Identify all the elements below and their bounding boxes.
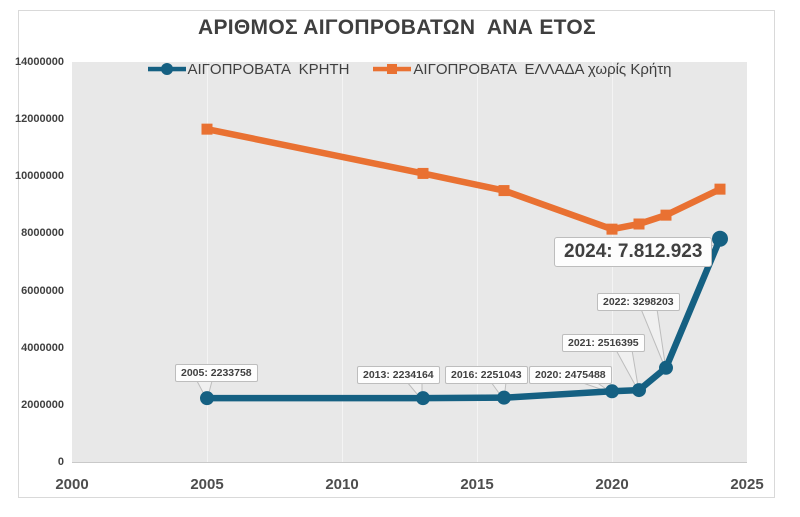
data-label-2022: 2022: 3298203 — [597, 293, 680, 311]
y-axis-tick-label: 14000000 — [15, 56, 64, 68]
legend-label-crete: ΑΙΓΟΠΡΟΒΑΤΑ ΚΡΗΤΗ — [187, 60, 350, 78]
data-label-2020: 2020: 2475488 — [529, 366, 612, 384]
y-axis-tick-label: 0 — [57, 456, 64, 468]
legend-item-crete: ΑΙΓΟΠΡΟΒΑΤΑ ΚΡΗΤΗ — [147, 60, 350, 78]
chart-legend: ΑΙΓΟΠΡΟΒΑΤΑ ΚΡΗΤΗ ΑΙΓΟΠΡΟΒΑΤΑ ΕΛΛΑΔΑ χωρ… — [72, 58, 747, 80]
y-axis-tick-label: 2000000 — [21, 398, 64, 411]
y-axis-tick-label: 12000000 — [15, 113, 64, 126]
x-axis-tick-label: 2010 — [325, 476, 359, 493]
y-axis-tick-label: 10000000 — [15, 170, 64, 183]
legend-item-greece-without-crete: ΑΙΓΟΠΡΟΒΑΤΑ ΕΛΛΑΔΑ χωρίς Κρήτη — [373, 61, 671, 78]
x-axis-tick-label: 2005 — [190, 476, 224, 493]
y-axis-tick-label: 4000000 — [21, 341, 64, 354]
data-label-2005: 2005: 2233758 — [175, 364, 258, 382]
chart-title: ΑΡΙΘΜΟΣ ΑΙΓΟΠΡΟΒΑΤΩΝ ΑΝΑ ΕΤΟΣ — [198, 16, 596, 39]
vertical-gridline-2010 — [342, 62, 343, 462]
x-axis-line — [72, 462, 747, 463]
vertical-gridline-2005 — [207, 62, 208, 462]
line-square-marker-icon — [373, 64, 412, 74]
x-axis-tick-label: 2020 — [595, 476, 629, 493]
vertical-gridline-2015 — [477, 62, 478, 462]
y-axis-tick-label: 8000000 — [21, 227, 64, 240]
data-label-2021: 2021: 2516395 — [562, 334, 645, 352]
data-label-2016: 2016: 2251043 — [445, 366, 528, 384]
y-axis-tick-label: 6000000 — [21, 284, 64, 297]
line-circle-marker-icon — [147, 63, 186, 75]
x-axis-tick-label: 2000 — [55, 476, 89, 493]
data-label-2013: 2013: 2234164 — [357, 366, 440, 384]
data-label-2024: 2024: 7.812.923 — [554, 237, 713, 267]
x-axis-tick-label: 2025 — [730, 476, 764, 493]
legend-label-greece-without-crete: ΑΙΓΟΠΡΟΒΑΤΑ ΕΛΛΑΔΑ χωρίς Κρήτη — [413, 60, 672, 78]
x-axis-tick-label: 2015 — [460, 476, 494, 493]
